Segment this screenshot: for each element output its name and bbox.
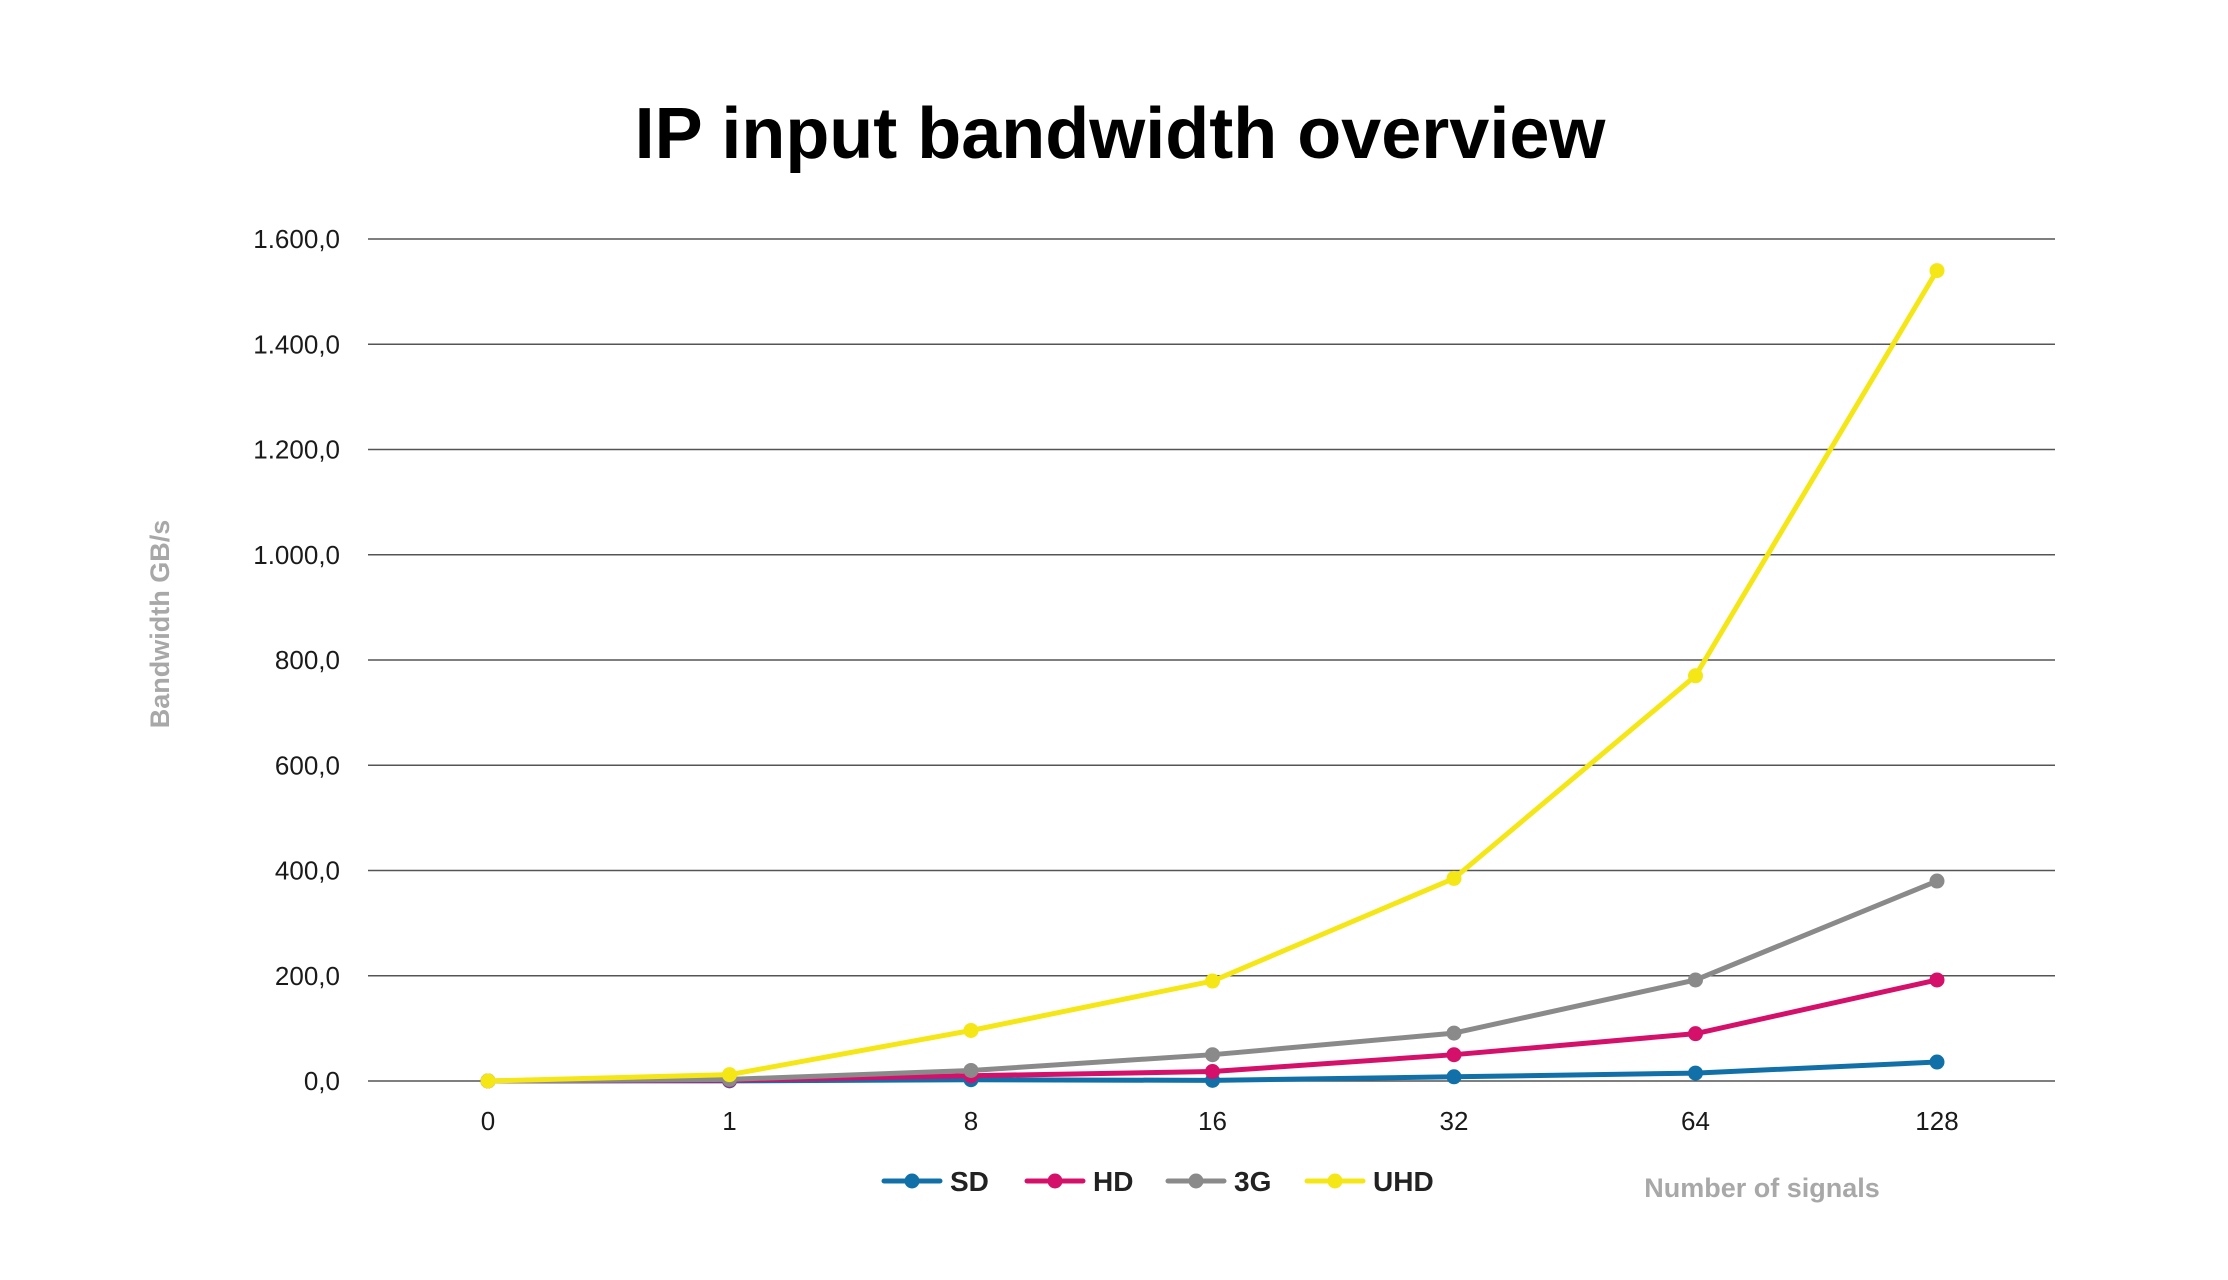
data-point-uhd — [1929, 263, 1945, 279]
y-tick-label: 1.000,0 — [253, 540, 340, 570]
data-point-sd — [1446, 1069, 1462, 1085]
x-tick-label: 128 — [1915, 1106, 1958, 1136]
data-point-uhd — [963, 1022, 979, 1038]
legend-swatch-marker-sd — [904, 1173, 920, 1189]
y-tick-label: 400,0 — [275, 856, 340, 886]
y-tick-label: 1.400,0 — [253, 329, 340, 359]
data-point-3g — [1688, 972, 1703, 988]
legend: SD HD 3G UHD — [881, 1166, 1434, 1197]
data-point-3g — [1205, 1047, 1220, 1063]
y-tick-labels: 0,0 200,0 400,0 600,0 800,0 1.000,0 1.200,0 1.4… — [253, 224, 340, 1096]
y-axis-title: Bandwidth GB/s — [145, 520, 175, 729]
series-line-uhd — [485, 268, 1940, 1084]
data-point-sd — [1688, 1065, 1703, 1081]
data-point-uhd — [1446, 870, 1462, 886]
y-tick-label: 0,0 — [304, 1066, 340, 1096]
x-tick-label: 1 — [722, 1106, 736, 1136]
chart-title: IP input bandwidth overview — [635, 94, 1607, 174]
legend-label-3g: 3G — [1234, 1166, 1271, 1197]
series-lines — [480, 263, 1945, 1089]
data-point-uhd — [722, 1067, 737, 1083]
x-tick-label: 0 — [481, 1106, 495, 1136]
data-point-3g — [1446, 1025, 1462, 1041]
data-point-hd — [1688, 1026, 1703, 1042]
legend-swatch-marker-3g — [1188, 1173, 1204, 1189]
x-tick-label: 8 — [964, 1106, 978, 1136]
data-point-hd — [1446, 1047, 1462, 1063]
x-axis-title: Number of signals — [1644, 1173, 1880, 1203]
y-tick-label: 200,0 — [275, 961, 340, 991]
data-point-3g — [1929, 873, 1945, 889]
data-point-sd — [1929, 1054, 1945, 1070]
y-tick-label: 600,0 — [275, 750, 340, 780]
legend-label-uhd: UHD — [1373, 1166, 1434, 1197]
legend-label-sd: SD — [950, 1166, 989, 1197]
data-point-hd — [1205, 1064, 1220, 1080]
legend-swatch-marker-uhd — [1327, 1173, 1343, 1189]
y-tick-label: 1.200,0 — [253, 435, 340, 465]
gridlines — [368, 238, 2055, 1082]
data-point-uhd — [1688, 668, 1703, 684]
x-tick-labels: 0 1 8 16 32 64 128 — [481, 1106, 1959, 1136]
x-tick-label: 64 — [1681, 1106, 1710, 1136]
y-tick-label: 800,0 — [275, 645, 340, 675]
legend-swatch-marker-hd — [1047, 1173, 1063, 1189]
data-point-uhd — [480, 1073, 496, 1089]
legend-label-hd: HD — [1093, 1166, 1133, 1197]
x-tick-label: 16 — [1198, 1106, 1227, 1136]
data-point-uhd — [1205, 973, 1220, 989]
x-tick-label: 32 — [1440, 1106, 1469, 1136]
data-point-3g — [963, 1062, 979, 1078]
y-tick-label: 1.600,0 — [253, 224, 340, 254]
data-point-hd — [1929, 972, 1945, 988]
